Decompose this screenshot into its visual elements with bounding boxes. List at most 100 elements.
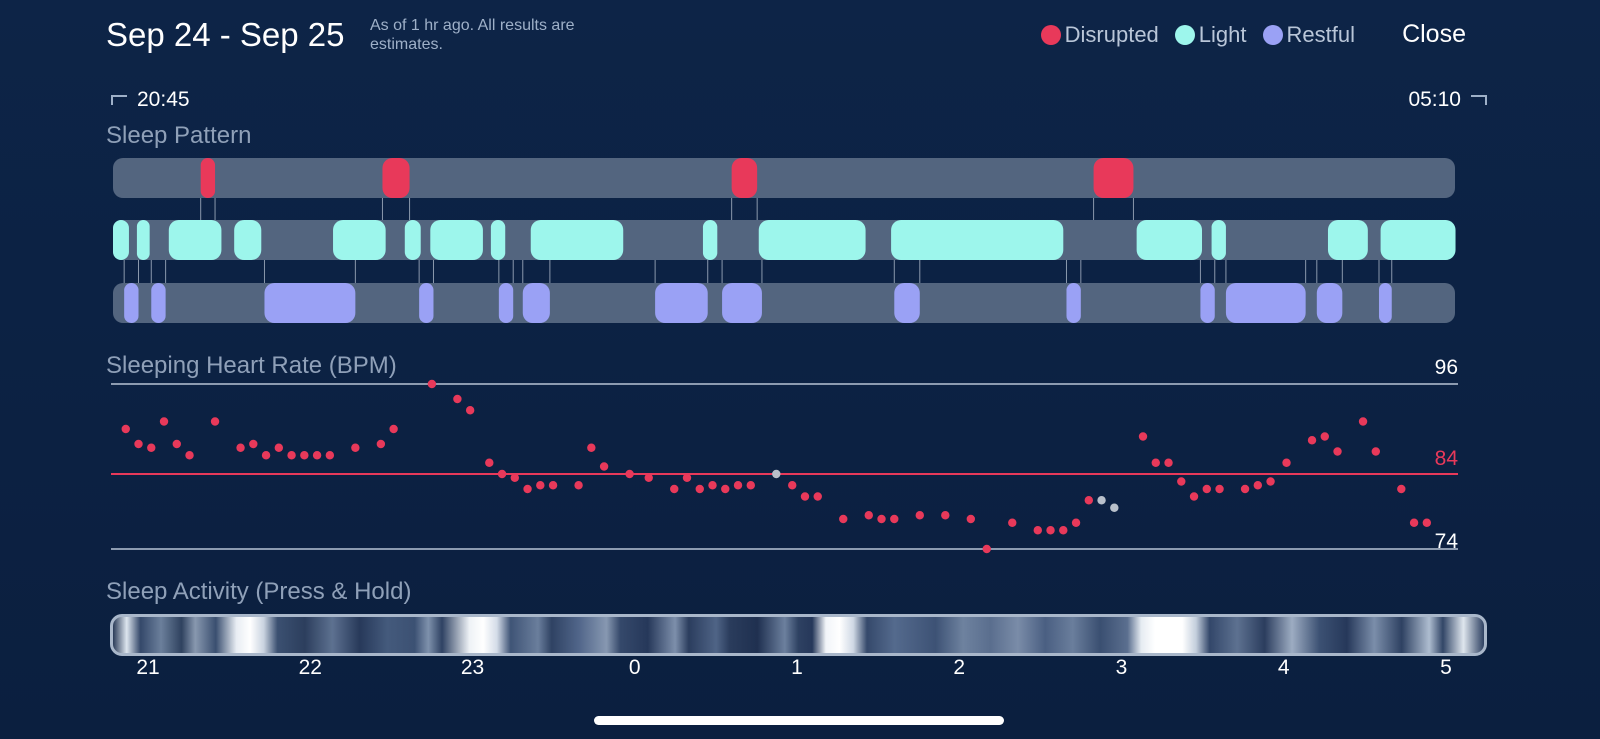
x-tick-label: 22 bbox=[298, 656, 322, 679]
legend-label-light: Light bbox=[1198, 22, 1247, 47]
hr-point bbox=[695, 484, 704, 494]
sleep-pattern-chart[interactable] bbox=[113, 158, 1456, 323]
segment-disrupted bbox=[382, 158, 410, 198]
x-tick-label: 0 bbox=[628, 656, 641, 679]
hr-point bbox=[325, 451, 335, 460]
hr-point bbox=[427, 379, 437, 389]
hr-point bbox=[172, 439, 181, 449]
hr-point bbox=[147, 443, 156, 452]
hr-point bbox=[1046, 526, 1055, 535]
hr-point bbox=[839, 514, 848, 524]
segment-restful bbox=[655, 283, 708, 323]
hr-point bbox=[159, 417, 169, 426]
hr-point bbox=[1202, 484, 1211, 494]
segment-restful bbox=[1225, 283, 1306, 323]
hr-point bbox=[813, 492, 822, 501]
legend-item-light: Light bbox=[1174, 22, 1247, 48]
segment-light bbox=[891, 220, 1064, 260]
hr-point bbox=[1371, 447, 1381, 456]
hr-points bbox=[121, 379, 1432, 554]
segment-light bbox=[430, 220, 483, 260]
hr-point bbox=[1266, 477, 1275, 486]
x-tick-label: 1 bbox=[791, 656, 803, 679]
segment-restful bbox=[1066, 283, 1081, 323]
hr-point bbox=[1307, 436, 1317, 445]
hr-point bbox=[1253, 481, 1263, 490]
hr-avg-label: 84 bbox=[1435, 447, 1459, 470]
hr-point bbox=[1240, 484, 1250, 494]
hr-point bbox=[1071, 518, 1081, 527]
hr-point bbox=[599, 462, 609, 471]
hr-point bbox=[746, 481, 755, 490]
segment-restful bbox=[124, 283, 139, 323]
hr-point bbox=[644, 473, 653, 482]
heart-rate-chart[interactable]: 96 84 74 bbox=[111, 356, 1459, 554]
hr-point bbox=[1097, 496, 1106, 505]
activity-title: Sleep Activity (Press & Hold) bbox=[106, 578, 412, 605]
hr-point bbox=[772, 469, 781, 479]
hr-point bbox=[1177, 477, 1186, 486]
hr-point bbox=[300, 451, 309, 460]
restful-dot-icon bbox=[1262, 25, 1283, 45]
hr-point bbox=[864, 511, 873, 520]
hr-point bbox=[261, 451, 271, 460]
hr-point bbox=[587, 443, 596, 452]
hr-point bbox=[1409, 518, 1419, 527]
sleep-activity-strip[interactable] bbox=[110, 614, 1487, 656]
segment-light bbox=[1380, 220, 1456, 260]
hr-point bbox=[548, 481, 558, 490]
hr-min-label: 74 bbox=[1435, 530, 1459, 553]
hr-point bbox=[708, 481, 717, 490]
hr-point bbox=[915, 511, 924, 520]
hr-point bbox=[1151, 458, 1160, 467]
hr-point bbox=[274, 443, 284, 452]
hr-point bbox=[287, 451, 296, 460]
segment-restful bbox=[1200, 283, 1215, 323]
hr-point bbox=[465, 406, 475, 415]
hr-point bbox=[733, 481, 743, 490]
segment-light bbox=[404, 220, 421, 260]
segment-light bbox=[702, 220, 718, 260]
segment-light bbox=[1136, 220, 1203, 260]
sleep-pattern-title: Sleep Pattern bbox=[106, 122, 252, 149]
hr-point bbox=[1215, 484, 1224, 494]
hr-point bbox=[966, 514, 976, 524]
close-button[interactable]: Close bbox=[1402, 20, 1466, 48]
segment-light bbox=[490, 220, 506, 260]
hr-point bbox=[1397, 484, 1406, 494]
segment-disrupted bbox=[731, 158, 758, 198]
estimate-note: As of 1 hr ago. All results are estimate… bbox=[370, 17, 575, 53]
hr-point bbox=[185, 451, 194, 460]
start-time-value: 20:45 bbox=[137, 88, 190, 111]
date-range-title: Sep 24 - Sep 25 bbox=[106, 16, 345, 53]
hr-point bbox=[1008, 518, 1017, 527]
hr-point bbox=[890, 514, 899, 524]
hr-point bbox=[376, 439, 386, 449]
hr-point bbox=[1189, 492, 1199, 501]
hr-max-label: 96 bbox=[1435, 356, 1458, 379]
segment-light bbox=[758, 220, 866, 260]
hr-point bbox=[1059, 526, 1068, 535]
hr-point bbox=[236, 443, 245, 452]
hr-point bbox=[497, 469, 507, 479]
hr-point bbox=[625, 469, 634, 479]
segment-restful bbox=[151, 283, 166, 323]
x-tick-label: 2 bbox=[953, 656, 966, 679]
hr-point bbox=[682, 473, 692, 482]
hr-point bbox=[877, 514, 886, 524]
segment-disrupted bbox=[200, 158, 216, 198]
home-indicator[interactable] bbox=[594, 716, 1004, 725]
hr-point bbox=[1110, 503, 1119, 512]
x-tick-label: 5 bbox=[1440, 656, 1452, 679]
segment-restful bbox=[1316, 283, 1343, 323]
hr-point bbox=[351, 443, 360, 452]
hr-point bbox=[670, 484, 679, 494]
segment-restful bbox=[498, 283, 514, 323]
segment-restful bbox=[419, 283, 434, 323]
segment-light bbox=[113, 220, 129, 260]
segment-light bbox=[234, 220, 262, 260]
legend-label-disrupted: Disrupted bbox=[1064, 22, 1159, 47]
hr-point bbox=[121, 424, 130, 434]
hr-point bbox=[485, 458, 494, 467]
